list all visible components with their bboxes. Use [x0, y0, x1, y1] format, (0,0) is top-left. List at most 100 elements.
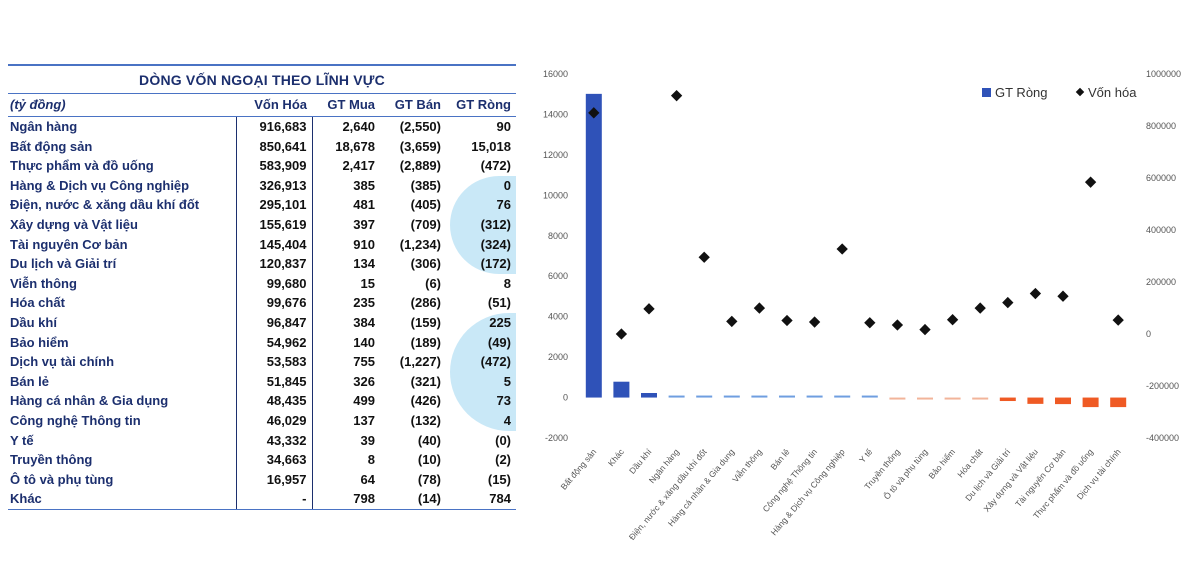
- net-value-cell: 0: [503, 177, 511, 193]
- category-tick-label: Bảo hiểm: [926, 447, 957, 481]
- table-row: Dầu khí 96,847 384 (159) 225: [8, 312, 516, 333]
- header-market-cap: Vốn Hóa: [236, 93, 312, 117]
- market-cap-cell: 16,957: [235, 469, 313, 490]
- net-value-cell: (472): [480, 354, 511, 370]
- market-cap-cell: 51,845: [235, 371, 313, 392]
- buy-value-cell: 235: [353, 295, 375, 311]
- legend-marker-market-cap: [1075, 87, 1085, 97]
- buy-value-cell: 8: [367, 452, 375, 468]
- sell-value-cell: (286): [410, 295, 441, 311]
- table-row: Bảo hiểm 54,962 140 (189) (49): [8, 332, 516, 353]
- category-tick-label: Tài nguyên Cơ bản: [1013, 447, 1068, 509]
- table-title: DÒNG VỐN NGOẠI THEO LĨNH VỰC: [139, 72, 385, 88]
- sector-name-cell: Bảo hiểm: [10, 334, 69, 350]
- market-cap-cell: 916,683: [235, 116, 313, 137]
- net-value-bar: [723, 395, 740, 398]
- buy-value-cell: 2,640: [342, 119, 375, 134]
- right-axis-tick-label: -200000: [1146, 381, 1179, 391]
- sell-value-cell: (132): [410, 412, 441, 428]
- market-cap-marker: [726, 315, 738, 328]
- market-cap-marker: [946, 314, 959, 326]
- right-axis-tick-label: 800000: [1146, 121, 1176, 131]
- net-value-bar: [641, 393, 657, 398]
- sector-name-cell: Bán lẻ: [10, 373, 50, 389]
- market-cap-marker: [1112, 314, 1124, 326]
- net-value-cell: 76: [496, 197, 511, 213]
- buy-value-cell: 137: [353, 412, 375, 428]
- sell-value-cell: (2,550): [399, 119, 441, 134]
- left-axis-tick-label: 4000: [548, 312, 568, 322]
- sell-value-cell: (1,234): [399, 236, 441, 252]
- buy-value-cell: 39: [360, 432, 375, 448]
- category-tick-label: Khác: [606, 446, 627, 468]
- buy-value-cell: 910: [353, 236, 375, 252]
- sector-name-cell: Viễn thông: [10, 275, 77, 291]
- table-row: Y tế 43,332 39 (40) (0): [8, 430, 516, 451]
- buy-value-cell: 15: [360, 275, 375, 291]
- table-row: Khác -798 (14) 784: [8, 489, 516, 510]
- net-value-bar: [972, 397, 989, 400]
- market-cap-cell: 54,962: [235, 332, 313, 353]
- net-value-cell: (312): [480, 216, 511, 232]
- market-cap-cell: 850,641: [235, 136, 313, 157]
- table-row: Hóa chất 99,676 235 (286) (51): [8, 293, 516, 313]
- buy-value-cell: 397: [353, 216, 375, 232]
- table-row: Thực phẩm và đồ uống 583,909 2,417 (2,889) (…: [8, 156, 516, 176]
- sell-value-cell: (6): [425, 275, 441, 291]
- sector-flow-table: (tỷ đồng) Vốn Hóa GT Mua GT Bán GT Ròng …: [8, 93, 516, 510]
- left-axis-tick-label: 10000: [543, 190, 568, 200]
- category-tick-label: Bất động sản: [558, 447, 598, 492]
- sell-value-cell: (3,659): [399, 138, 441, 154]
- sell-value-cell: (405): [410, 197, 441, 213]
- market-cap-marker: [1057, 290, 1069, 302]
- market-cap-cell: 145,404: [235, 234, 313, 255]
- sell-value-cell: (78): [417, 471, 441, 487]
- market-cap-marker: [808, 316, 821, 328]
- header-net-value: GT Ròng: [446, 93, 516, 117]
- table-row: Ô tô và phụ tùng 16,957 64 (78) (15): [8, 469, 516, 490]
- market-cap-marker: [974, 302, 986, 314]
- market-cap-marker: [698, 251, 710, 263]
- table-header-row: (tỷ đồng) Vốn Hóa GT Mua GT Bán GT Ròng: [8, 93, 516, 117]
- market-cap-cell: 96,847: [235, 312, 313, 333]
- market-cap-marker: [1084, 176, 1097, 188]
- market-cap-marker: [1029, 287, 1042, 300]
- net-value-bar: [668, 395, 685, 398]
- net-value-bar: [834, 395, 851, 398]
- sell-value-cell: (189): [410, 334, 441, 350]
- market-cap-cell: 99,676: [235, 293, 313, 313]
- left-axis-tick-label: 14000: [543, 109, 568, 119]
- market-cap-marker: [615, 328, 628, 340]
- sector-name-cell: Y tế: [10, 432, 34, 448]
- sell-value-cell: (159): [410, 314, 441, 330]
- market-cap-marker: [836, 243, 848, 255]
- net-value-bar: [1082, 397, 1099, 408]
- sector-name-cell: Du lịch và Giải trí: [10, 256, 117, 272]
- sector-name-cell: Khác: [8, 489, 236, 510]
- category-tick-label: Dầu khí: [627, 446, 654, 475]
- net-value-cell: (49): [487, 334, 511, 350]
- sector-flow-table-panel: DÒNG VỐN NGOẠI THEO LĨNH VỰC (tỷ đồng) V…: [8, 64, 516, 510]
- left-axis-tick-label: -2000: [545, 433, 568, 443]
- sector-name-cell: Hàng & Dịch vụ Công nghiệp: [10, 177, 190, 193]
- table-row: Bất động sản 850,641 18,678 (3,659) 15,018: [8, 136, 516, 157]
- sell-value-cell: (306): [410, 256, 441, 272]
- left-axis-tick-label: 2000: [548, 352, 568, 362]
- buy-value-cell: 481: [353, 197, 375, 213]
- net-value-bar: [751, 395, 768, 398]
- sell-value-cell: (40): [417, 432, 441, 448]
- right-axis-tick-label: 200000: [1146, 277, 1176, 287]
- net-value-cell: (51): [487, 295, 511, 311]
- sell-value-cell: (426): [410, 393, 441, 409]
- buy-value-cell: 134: [353, 256, 375, 272]
- left-axis-tick-label: 12000: [543, 150, 568, 160]
- buy-value-cell: 798: [312, 489, 380, 510]
- market-cap-cell: -: [235, 489, 313, 510]
- buy-value-cell: 499: [353, 393, 375, 409]
- net-value-bar: [806, 395, 823, 398]
- table-row: Hàng & Dịch vụ Công nghiệp 326,913 385 (385…: [8, 175, 516, 196]
- legend-label-market-cap: Vốn hóa: [1088, 85, 1137, 100]
- table-row: Ngân hàng 916,683 2,640 (2,550) 90: [8, 116, 516, 137]
- buy-value-cell: 755: [353, 354, 375, 370]
- net-value-bar: [1110, 397, 1127, 408]
